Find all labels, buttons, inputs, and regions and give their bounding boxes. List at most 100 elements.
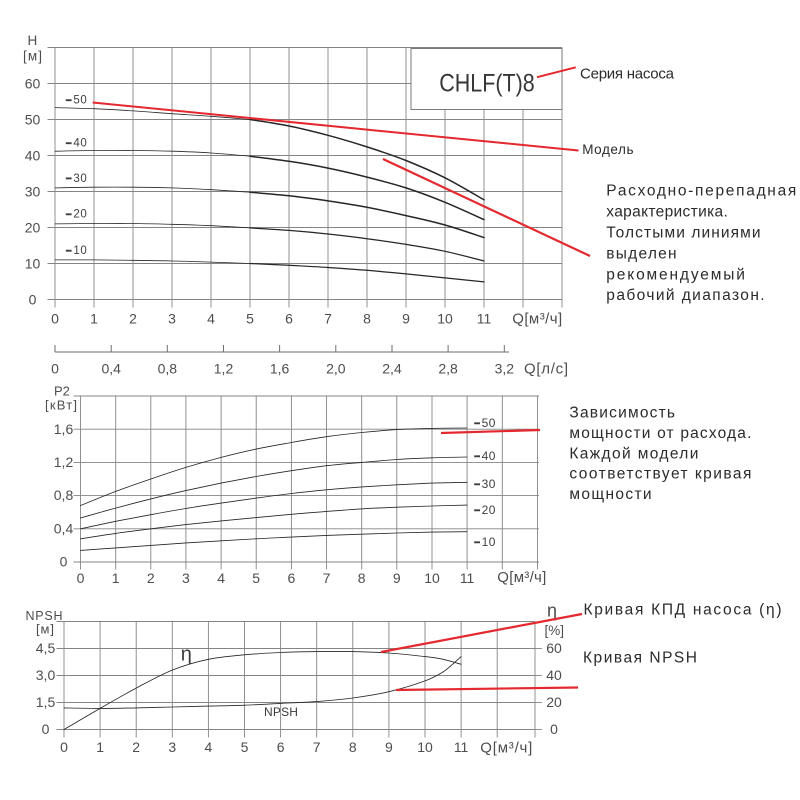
svg-text:0: 0: [51, 311, 59, 327]
svg-text:6: 6: [288, 570, 296, 586]
svg-text:NPSH: NPSH: [26, 609, 63, 623]
svg-text:40: 40: [482, 449, 496, 463]
svg-text:2,8: 2,8: [438, 361, 458, 377]
svg-text:20: 20: [482, 503, 496, 517]
svg-text:Кривая NPSH: Кривая NPSH: [583, 650, 697, 667]
svg-text:7: 7: [324, 311, 332, 327]
svg-text:11: 11: [454, 739, 469, 755]
svg-text:0,4: 0,4: [54, 520, 74, 536]
svg-text:1: 1: [112, 570, 120, 586]
svg-text:30: 30: [482, 477, 496, 491]
svg-text:характеристика.: характеристика.: [606, 204, 728, 221]
svg-text:30: 30: [25, 184, 41, 200]
svg-text:0,8: 0,8: [158, 361, 178, 377]
svg-text:соответствует кривая: соответствует кривая: [569, 466, 751, 483]
svg-text:0: 0: [550, 721, 558, 737]
svg-text:20: 20: [25, 220, 41, 236]
svg-text:мощности: мощности: [569, 486, 651, 503]
svg-text:7: 7: [313, 739, 321, 755]
svg-text:20: 20: [73, 209, 87, 221]
svg-text:3,2: 3,2: [495, 361, 515, 377]
svg-text:[м]: [м]: [23, 49, 42, 64]
svg-text:Серия насоса: Серия насоса: [580, 66, 675, 83]
svg-text:0: 0: [42, 721, 50, 737]
svg-text:1,2: 1,2: [54, 454, 74, 470]
svg-text:2: 2: [132, 739, 140, 755]
svg-text:1: 1: [90, 311, 98, 327]
svg-text:2,4: 2,4: [382, 361, 402, 377]
svg-text:40: 40: [546, 667, 562, 683]
svg-text:10: 10: [25, 256, 41, 272]
svg-text:11: 11: [460, 570, 475, 586]
svg-text:[кВт]: [кВт]: [45, 398, 77, 413]
svg-text:11: 11: [477, 311, 492, 327]
svg-text:η: η: [181, 644, 192, 666]
svg-text:выделен: выделен: [606, 245, 676, 262]
svg-text:Q[м³/ч]: Q[м³/ч]: [512, 311, 562, 328]
svg-text:3: 3: [168, 739, 176, 755]
svg-text:40: 40: [73, 138, 87, 150]
svg-text:4: 4: [207, 311, 215, 327]
svg-text:10: 10: [437, 311, 453, 327]
svg-text:3,0: 3,0: [36, 667, 56, 683]
svg-text:Q[л/с]: Q[л/с]: [524, 361, 568, 378]
svg-text:Зависимость: Зависимость: [569, 405, 675, 422]
svg-text:9: 9: [402, 311, 410, 327]
svg-text:40: 40: [25, 148, 41, 164]
svg-text:4,5: 4,5: [36, 640, 56, 656]
svg-text:9: 9: [393, 570, 401, 586]
svg-text:Расходно-перепадная: Расходно-перепадная: [606, 183, 796, 200]
svg-text:60: 60: [25, 76, 41, 92]
svg-text:0: 0: [60, 554, 68, 570]
svg-text:8: 8: [358, 570, 366, 586]
svg-text:Толстыми линиями: Толстыми линиями: [606, 225, 760, 242]
svg-text:CHLF(T)8: CHLF(T)8: [439, 70, 535, 98]
svg-text:0: 0: [29, 292, 37, 308]
svg-text:4: 4: [217, 570, 225, 586]
svg-text:6: 6: [285, 311, 293, 327]
svg-text:1,2: 1,2: [214, 361, 234, 377]
svg-text:10: 10: [482, 535, 496, 549]
svg-text:6: 6: [277, 739, 285, 755]
svg-text:3: 3: [182, 570, 190, 586]
svg-text:50: 50: [73, 95, 87, 107]
svg-text:[м]: [м]: [36, 622, 54, 637]
svg-text:H: H: [28, 33, 38, 48]
svg-text:NPSH: NPSH: [264, 705, 298, 719]
svg-text:мощности от расхода.: мощности от расхода.: [569, 425, 751, 442]
svg-text:8: 8: [363, 311, 371, 327]
svg-text:5: 5: [246, 311, 254, 327]
svg-text:0,4: 0,4: [101, 361, 121, 377]
svg-text:4: 4: [205, 739, 213, 755]
svg-text:0: 0: [77, 570, 85, 586]
svg-text:8: 8: [349, 739, 357, 755]
svg-text:2: 2: [147, 570, 155, 586]
svg-text:9: 9: [385, 739, 393, 755]
svg-text:20: 20: [546, 694, 562, 710]
svg-text:10: 10: [424, 570, 440, 586]
svg-text:Q[м³/ч]: Q[м³/ч]: [497, 569, 546, 586]
svg-text:η: η: [547, 600, 557, 620]
svg-text:50: 50: [482, 416, 496, 430]
svg-text:5: 5: [252, 570, 260, 586]
svg-text:50: 50: [25, 112, 41, 128]
svg-text:1,6: 1,6: [270, 361, 290, 377]
svg-text:Q[м³/ч]: Q[м³/ч]: [480, 739, 532, 756]
svg-text:3: 3: [168, 311, 176, 327]
svg-text:Каждой модели: Каждой модели: [569, 445, 698, 462]
svg-text:60: 60: [546, 640, 562, 656]
svg-text:рекомендуемый: рекомендуемый: [606, 266, 745, 283]
svg-text:1,6: 1,6: [54, 421, 74, 437]
svg-text:5: 5: [241, 739, 249, 755]
svg-text:рабочий диапазон.: рабочий диапазон.: [606, 287, 764, 304]
svg-text:10: 10: [73, 245, 87, 257]
svg-text:10: 10: [417, 739, 433, 755]
svg-text:30: 30: [73, 173, 87, 185]
svg-text:1,5: 1,5: [36, 694, 56, 710]
svg-text:[%]: [%]: [545, 623, 565, 638]
svg-text:Модель: Модель: [582, 142, 633, 157]
svg-text:2,0: 2,0: [326, 361, 346, 377]
svg-text:7: 7: [323, 570, 331, 586]
svg-text:Кривая КПД насоса (η): Кривая КПД насоса (η): [584, 602, 782, 619]
svg-text:0,8: 0,8: [54, 487, 74, 503]
